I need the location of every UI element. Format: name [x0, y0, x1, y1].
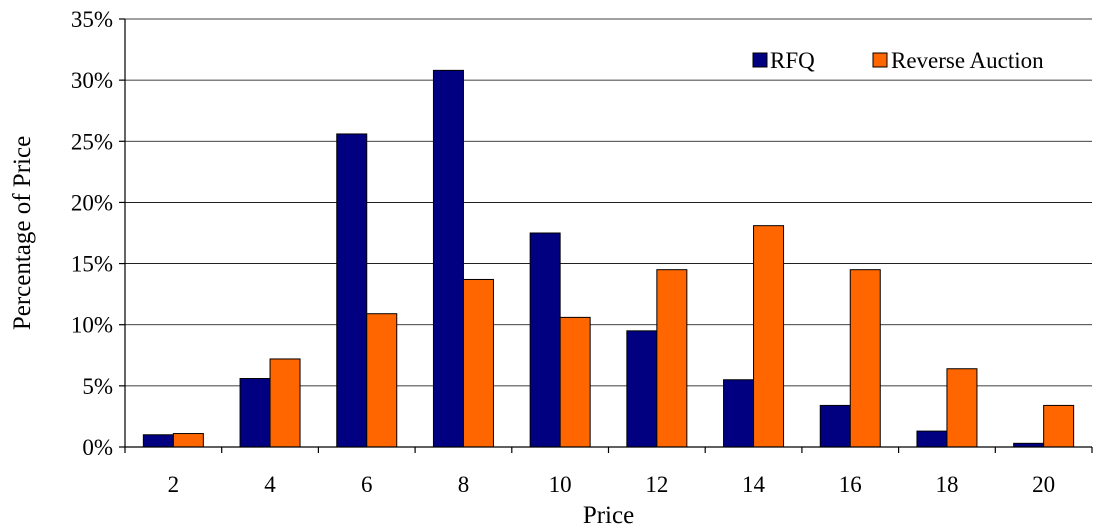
y-tick-label: 10% — [71, 313, 113, 338]
bars — [142, 69, 1075, 448]
bar-reverse-auction — [559, 316, 591, 448]
bar-rfq — [239, 378, 271, 448]
bar-reverse-auction — [269, 358, 301, 448]
bar-rfq — [336, 133, 368, 448]
x-tick-label: 16 — [839, 472, 862, 497]
x-axis-title: Price — [583, 502, 634, 529]
bar-rfq — [626, 330, 658, 448]
bar-rfq — [723, 379, 755, 448]
x-tick-label: 20 — [1032, 472, 1055, 497]
y-tick-label: 15% — [71, 252, 113, 277]
x-tick-label: 10 — [549, 472, 572, 497]
bar-reverse-auction — [946, 368, 978, 448]
legend-swatch-reverse-auction — [872, 52, 888, 68]
y-tick-label: 20% — [71, 190, 113, 215]
y-tick-label: 35% — [71, 7, 113, 32]
x-tick-label: 6 — [361, 472, 373, 497]
legend: RFQ Reverse Auction — [752, 48, 1044, 73]
x-tick-label: 14 — [742, 472, 766, 497]
bar-reverse-auction — [1043, 404, 1075, 448]
x-tick-label: 4 — [264, 472, 276, 497]
bar-rfq — [916, 430, 948, 448]
y-axis-title: Percentage of Price — [9, 136, 36, 330]
bar-rfq — [432, 69, 464, 448]
y-tick-label: 30% — [71, 68, 113, 93]
bar-reverse-auction — [753, 225, 785, 448]
y-tick-label: 0% — [82, 435, 113, 460]
x-tick-label: 8 — [458, 472, 470, 497]
bar-reverse-auction — [656, 269, 688, 448]
bar-reverse-auction — [366, 313, 398, 448]
bar-rfq — [142, 434, 174, 448]
bar-rfq — [529, 232, 561, 448]
legend-swatch-rfq — [752, 52, 768, 68]
x-tick-label: 18 — [935, 472, 958, 497]
x-axis-ticks: 2 4 6 8 10 12 14 16 18 20 — [124, 447, 1093, 497]
bar-rfq — [819, 404, 851, 448]
bar-reverse-auction — [462, 278, 494, 448]
y-axis-ticks: 0% 5% 10% 15% 20% 25% 30% 35% — [71, 7, 125, 460]
legend-label-rfq: RFQ — [770, 48, 815, 73]
x-tick-label: 2 — [168, 472, 180, 497]
y-tick-label: 5% — [82, 374, 113, 399]
y-tick-label: 25% — [71, 129, 113, 154]
bar-reverse-auction — [849, 269, 881, 448]
x-tick-label: 12 — [645, 472, 668, 497]
gridlines — [125, 18, 1092, 387]
bar-reverse-auction — [172, 433, 204, 448]
legend-label-reverse-auction: Reverse Auction — [891, 48, 1044, 73]
